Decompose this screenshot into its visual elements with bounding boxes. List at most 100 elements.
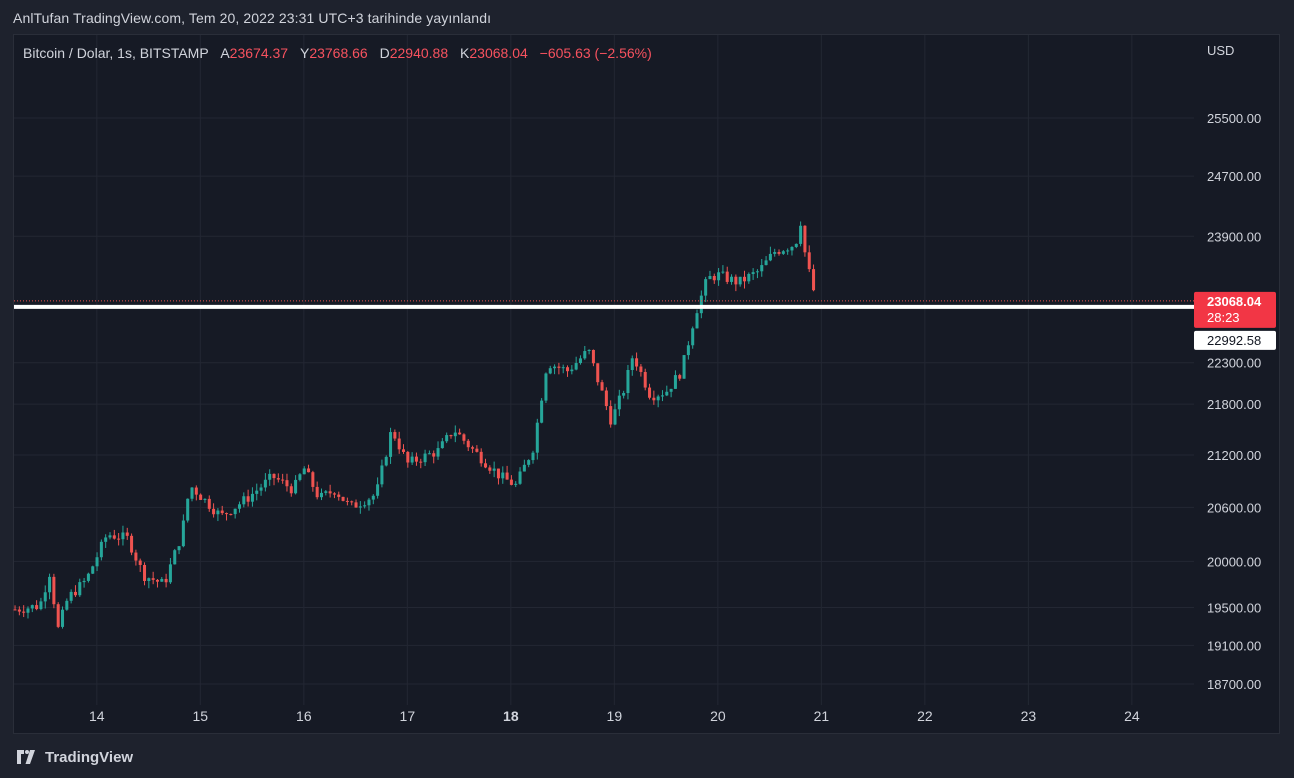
candle-body <box>332 493 336 495</box>
candle <box>777 249 781 256</box>
candle-body <box>194 487 198 495</box>
candle <box>52 573 56 609</box>
legend-symbol: Bitcoin / Dolar, 1s, BITSTAMP <box>23 45 209 61</box>
candle <box>22 605 26 618</box>
candle <box>686 341 690 360</box>
candle-body <box>708 275 712 280</box>
candle-body <box>747 273 751 282</box>
candle-body <box>496 468 500 479</box>
candle-body <box>695 313 699 329</box>
candle <box>794 243 798 249</box>
candle-body <box>151 578 155 580</box>
candle-body <box>56 604 60 627</box>
candle <box>73 585 77 597</box>
candle <box>155 578 159 588</box>
y-tick-label: 19500.00 <box>1207 601 1261 616</box>
legend-close: 23068.04 <box>469 45 528 61</box>
candle-body <box>285 480 289 487</box>
candle <box>276 473 280 483</box>
candle <box>561 364 565 374</box>
candle-body <box>225 513 229 515</box>
candle <box>117 533 121 546</box>
candle-body <box>630 358 634 371</box>
candle-body <box>130 535 134 553</box>
candle-body <box>656 396 660 401</box>
candle <box>712 273 716 284</box>
candle-body <box>484 463 488 468</box>
candle <box>69 589 73 604</box>
legend-close-key: K <box>460 45 470 61</box>
x-tick-label: 24 <box>1124 708 1140 724</box>
candle <box>691 326 695 349</box>
y-tick-label: 22300.00 <box>1207 356 1261 371</box>
candle-body <box>181 520 185 547</box>
candle <box>773 248 777 257</box>
candle <box>622 390 626 399</box>
candle-body <box>639 366 643 372</box>
candle <box>281 473 285 484</box>
candle-body <box>578 358 582 364</box>
candle <box>509 475 513 486</box>
candle <box>704 276 708 303</box>
candle <box>328 484 332 498</box>
candle-body <box>108 535 112 538</box>
candle-body <box>462 434 466 441</box>
candle-body <box>406 451 410 463</box>
candle-body <box>155 579 159 582</box>
candle <box>108 532 112 540</box>
candle-body <box>177 546 181 551</box>
candle <box>56 602 60 629</box>
candle <box>203 498 207 503</box>
candle-body <box>742 276 747 282</box>
candle <box>436 441 440 460</box>
candle <box>255 483 259 501</box>
candle-body <box>781 251 785 254</box>
candle <box>583 345 587 360</box>
candle <box>26 606 30 619</box>
chart-grid <box>14 35 1194 705</box>
candle <box>673 370 677 389</box>
candle <box>466 438 470 452</box>
candle-body <box>514 483 518 485</box>
candle <box>39 597 43 611</box>
candle-body <box>553 366 557 369</box>
candle <box>134 549 138 566</box>
candle-body <box>648 387 652 398</box>
candle <box>488 465 492 474</box>
candle-body <box>95 557 99 567</box>
candle <box>268 469 272 486</box>
candle-body <box>535 422 539 453</box>
candle <box>484 458 488 469</box>
candle <box>812 264 816 292</box>
x-tick-label: 16 <box>296 708 312 724</box>
candle-body <box>617 395 621 410</box>
candle <box>341 496 345 502</box>
candle <box>48 573 52 600</box>
candle <box>315 481 319 500</box>
candle-body <box>345 500 349 502</box>
candle-body <box>652 397 656 401</box>
candle-body <box>479 451 483 464</box>
candle <box>13 605 17 611</box>
candle <box>445 432 449 444</box>
candle <box>501 466 505 484</box>
candle <box>423 449 427 467</box>
candle-body <box>319 492 324 498</box>
candle-body <box>186 498 190 521</box>
candle-body <box>518 471 522 484</box>
candle-body <box>43 592 47 602</box>
candle-body <box>30 605 34 609</box>
candle <box>475 445 479 453</box>
candle <box>389 427 393 464</box>
candle-body <box>61 609 65 627</box>
candle <box>298 473 302 482</box>
candle <box>151 571 155 585</box>
candle-body <box>112 535 116 539</box>
candle <box>531 450 535 464</box>
candle <box>790 246 794 256</box>
candle-body <box>138 560 142 565</box>
candle <box>591 349 595 367</box>
candle-body <box>212 508 216 515</box>
candle-body <box>13 609 17 611</box>
